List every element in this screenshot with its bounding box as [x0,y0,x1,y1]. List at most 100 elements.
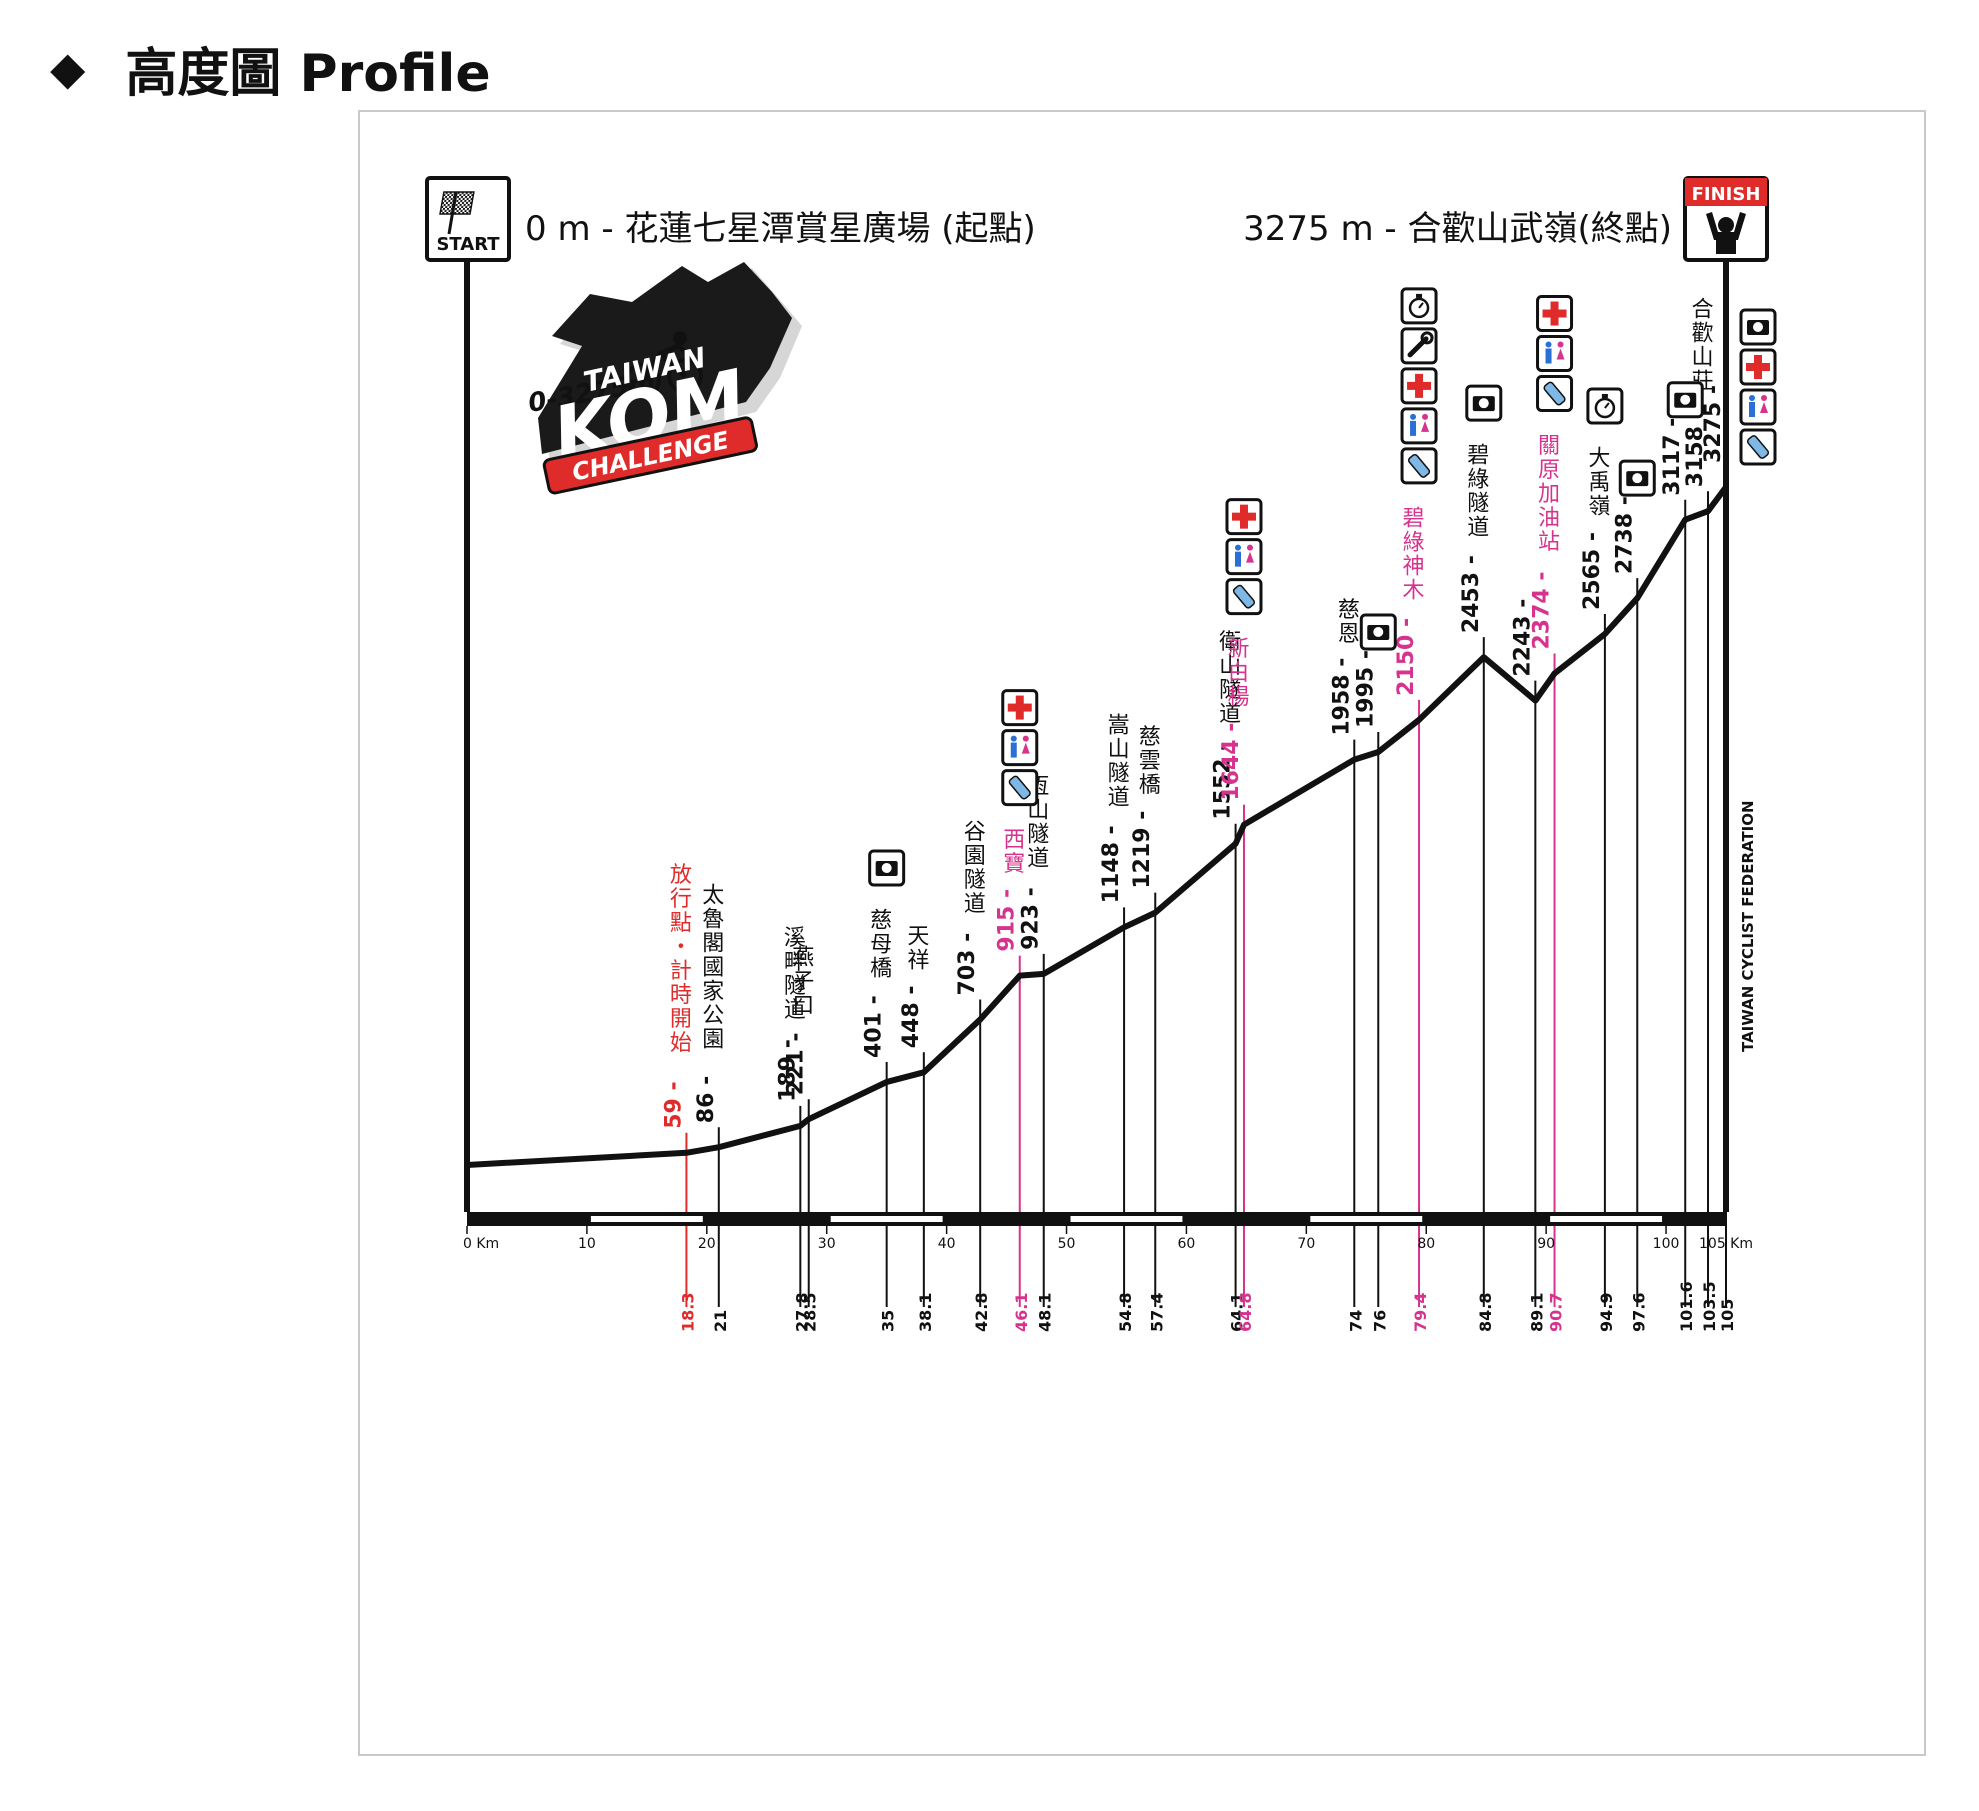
elevation-label: 86 - [694,1076,719,1123]
point-name: 大禹嶺 [1584,446,1610,518]
elevation-label: 2243 - [1510,599,1535,677]
km-label: 103.5 [1700,1281,1719,1332]
toilet-woman-body [1245,551,1254,563]
axis-segment [1070,1216,1183,1222]
elevation-label: 3117 - [1660,418,1685,496]
camera-icon [1618,459,1656,497]
elevation-label: 1148 - [1099,825,1124,903]
camera-lens [1680,394,1691,405]
x-tick-label: 100 [1653,1236,1680,1252]
checkered-flag-icon [439,191,475,235]
point-name: 新白楊 [1223,637,1249,709]
km-label: 27.8 [792,1293,811,1332]
toilet-woman [1761,395,1767,401]
timer-icon [1586,387,1624,425]
elevation-label: 2565 - [1580,532,1605,610]
km-label: 48.1 [1036,1293,1055,1332]
elevation-label: 2738 - [1612,496,1637,574]
water-icon [1400,447,1438,485]
km-label: 21 [711,1310,730,1332]
cross-h [1746,363,1770,371]
elevation-label: 1219 - [1130,811,1155,889]
point-name: 碧綠神木 [1399,506,1425,602]
km-label: 38.1 [916,1293,935,1332]
elevation-label: 189 - [775,1039,800,1102]
water-icon [1739,428,1777,466]
toilet-icon [1536,335,1574,373]
toilet-woman-body [1760,402,1768,413]
elevation-label: 3158 - [1683,409,1708,487]
km-label: 84.8 [1476,1293,1495,1332]
service-icons [868,287,1777,887]
icon-frame [1001,729,1039,767]
icon-frame [1739,388,1777,426]
point-name: 放行點・計時開始 [666,863,692,1055]
start-badge-label: START [436,234,500,255]
icon-frame [1586,387,1624,425]
km-label: 79.4 [1411,1293,1430,1332]
diamond-icon: ◆ [50,41,86,95]
toilet-woman [1422,413,1429,420]
cross-h [1231,512,1256,521]
point-name: 關原加油站 [1534,434,1560,554]
camera-lens [1753,322,1763,332]
water-icon [1001,769,1039,807]
profile-frame: START 0 m - 花蓮七星潭賞星廣場 (起點) FINISH 3275 m… [358,110,1926,1756]
toilet-man [1410,413,1417,420]
bottle [1543,381,1566,406]
camera-lens [1632,473,1643,484]
point-name: 慈恩 [1334,598,1359,646]
point-markers: 59 - 放行點・計時開始 18.3 86 - 太魯閣國家公園 21 189 - 溪畔隧道 27… [661,297,1737,1332]
x-tick-label: 80 [1417,1236,1435,1252]
elevation-label: 221 - [784,1033,809,1096]
km-label: 105 [1718,1299,1737,1332]
elevation-profile-chart: START 0 m - 花蓮七星潭賞星廣場 (起點) FINISH 3275 m… [425,176,1777,1332]
start-badge: START [425,176,511,262]
finish-badge-label: FINISH [1692,184,1761,205]
km-label: 64.1 [1228,1293,1247,1332]
km-label: 18.3 [678,1293,697,1332]
toilet-man-body [1010,742,1017,758]
km-label: 101.6 [1677,1281,1696,1332]
distance-axis: 0 Km 10 20 30 40 50 60 70 80 90 100 105 Km [463,1212,1753,1252]
km-label: 54.8 [1116,1293,1135,1332]
elevation-label: 1995 - [1353,650,1378,728]
finish-elevation-label: 3275 m - 合歡山武嶺(終點) [1243,209,1672,249]
elevation-label: 401 - [862,995,887,1058]
x-tick-label: 70 [1297,1236,1315,1252]
toilet-man [1545,341,1552,348]
toilet-man [1749,395,1755,401]
camera-lens [881,862,892,873]
point-name: 天祥 [903,924,929,972]
x-tick-label: 105 Km [1699,1236,1753,1252]
km-label: 57.4 [1147,1293,1166,1332]
cyclist-icon [625,331,703,398]
toilet-woman [1022,735,1029,742]
elevation-label: 2150 - [1394,618,1419,696]
camera-icon [1465,384,1503,422]
km-label: 28.5 [801,1293,820,1332]
water-icon [1225,578,1263,616]
elevation-label: 703 - [955,933,980,996]
icon-frame [1400,407,1438,445]
x-tick-label: 0 Km [463,1236,499,1252]
camera-icon [1359,613,1397,651]
toilet-woman [1557,341,1564,348]
stopwatch-button [1416,293,1423,298]
km-label: 42.8 [972,1293,991,1332]
icon-frame [1536,335,1574,373]
point-name: 慈母橋 [866,908,892,980]
first-aid-icon [1400,367,1438,405]
point-name: 谷園隧道 [960,819,986,915]
point-name: 合歡山莊 [1688,297,1714,393]
camera-lens [1373,626,1384,637]
km-label: 35 [879,1310,898,1332]
stopwatch-hand [1604,402,1610,409]
bottle [1746,435,1770,459]
elevation-label: 2374 - [1530,571,1555,649]
bottle [1407,453,1431,478]
elevation-label: 59 - [661,1081,686,1128]
km-label: 89.1 [1527,1293,1546,1332]
point-name: 嵩山隧道 [1104,713,1130,809]
axis-segment [830,1216,943,1222]
